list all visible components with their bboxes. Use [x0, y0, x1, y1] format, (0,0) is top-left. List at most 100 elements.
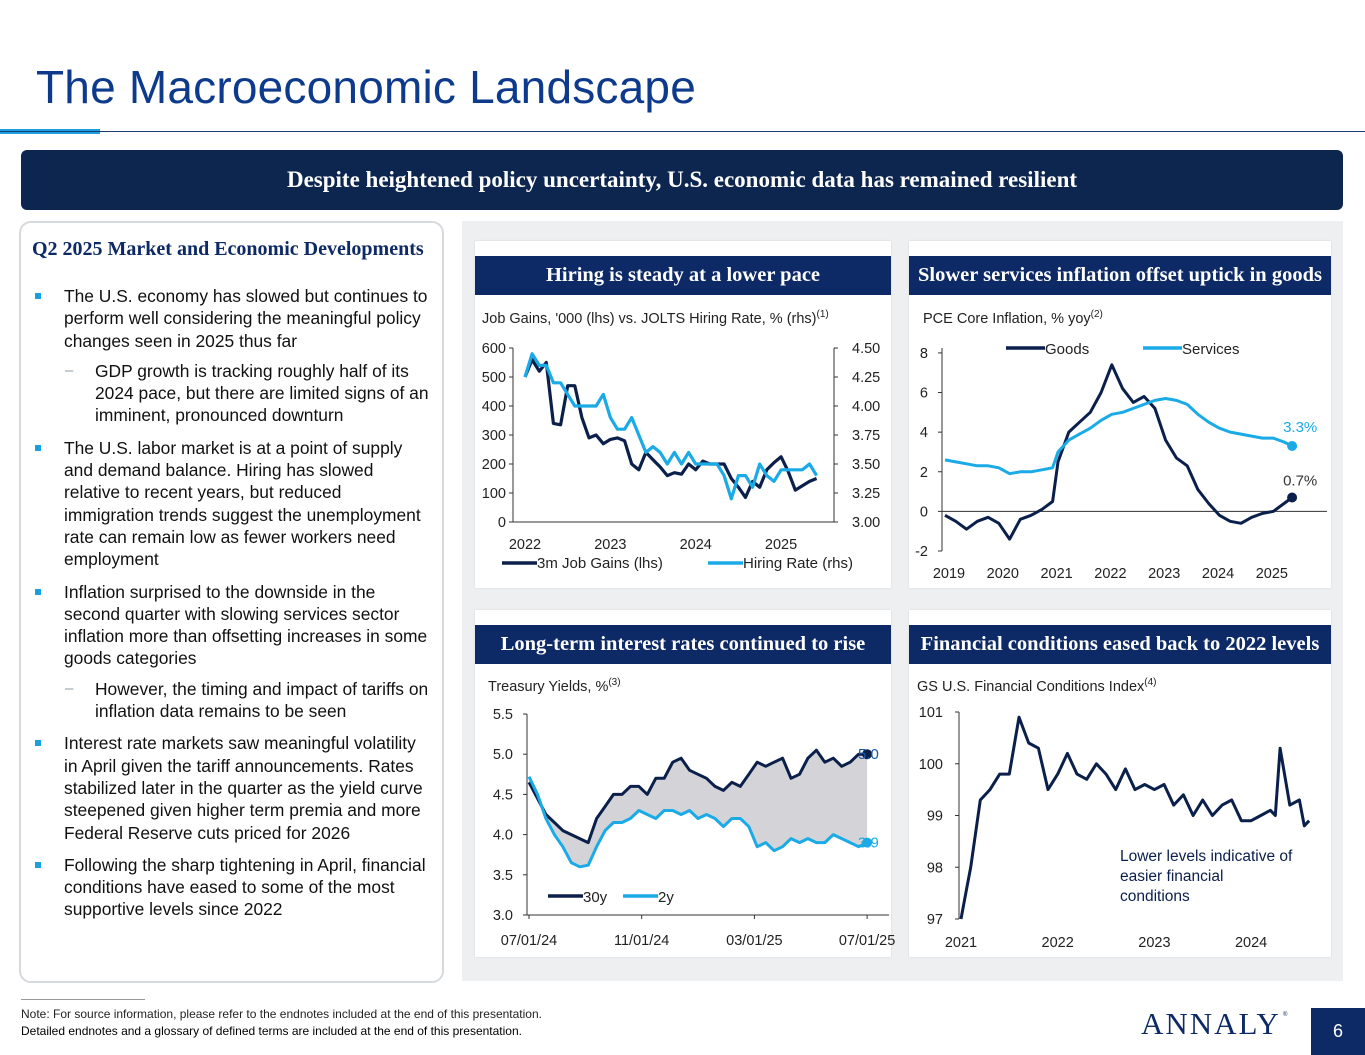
- chart-panel-fci: Financial conditions eased back to 2022 …: [909, 610, 1331, 957]
- y-tick-label: 4.5: [493, 787, 513, 803]
- chart-panel-hiring: Hiring is steady at a lower pace Job Gai…: [475, 241, 891, 588]
- legend-label-2y: 2y: [658, 889, 674, 906]
- y-tick-label-left: 500: [482, 370, 506, 386]
- chart-treasury: Treasury Yields, %(3) 5.5 5.0 4.5 4.0 3.5 3.0 0…: [488, 677, 895, 949]
- annaly-logo: ANNALY: [1141, 1006, 1281, 1041]
- x-tick-label: 2020: [987, 566, 1019, 582]
- x-tick-label: 2022: [1094, 566, 1126, 582]
- chart-title-hiring: Hiring is steady at a lower pace: [475, 256, 891, 295]
- y-tick-label-left: 100: [482, 486, 506, 502]
- chart-panel-inflation: Slower services inflation offset uptick …: [909, 241, 1331, 588]
- headline-banner: Despite heightened policy uncertainty, U…: [21, 150, 1343, 210]
- series-line-fci: [959, 715, 1311, 920]
- y-tick-label: 8: [920, 346, 928, 362]
- x-tick-label: 2023: [1148, 566, 1180, 582]
- x-tick-label: 07/01/24: [501, 933, 557, 949]
- y-tick-label-right: 3.00: [852, 515, 880, 531]
- chart-fci: GS U.S. Financial Conditions Index(4) 101…: [917, 677, 1311, 951]
- y-tick-label-right: 4.50: [852, 341, 880, 357]
- legend-label-30y: 30y: [583, 889, 608, 906]
- x-tick-label: 2024: [1202, 566, 1234, 582]
- bullet-item: Following the sharp tightening in April,…: [33, 854, 433, 921]
- end-label-2y: 3.9: [858, 835, 879, 852]
- y-tick-label: 5.5: [493, 707, 513, 723]
- series-line-30y: [527, 748, 868, 845]
- bullet-item: The U.S. economy has slowed but continue…: [33, 285, 433, 352]
- legend-label-job-gains: 3m Job Gains (lhs): [537, 555, 663, 572]
- legend-label-hiring-rate: Hiring Rate (rhs): [743, 555, 853, 572]
- chart-panel-treasury: Long-term interest rates continued to ri…: [475, 610, 895, 957]
- x-tick-label: 2024: [680, 537, 712, 553]
- x-tick-label: 07/01/25: [839, 933, 895, 949]
- y-tick-label: 0: [920, 504, 928, 520]
- bullet-item: The U.S. labor market is at a point of s…: [33, 437, 433, 571]
- footnote-source: Note: For source information, please ref…: [21, 1007, 542, 1021]
- chart-hiring: Job Gains, '000 (lhs) vs. JOLTS Hiring R…: [482, 309, 880, 572]
- y-tick-label-right: 4.25: [852, 370, 880, 386]
- y-tick-label-right: 3.50: [852, 457, 880, 473]
- y-tick-label: 6: [920, 386, 928, 402]
- x-tick-label: 03/01/25: [726, 933, 782, 949]
- end-marker-services: [1287, 441, 1298, 452]
- series-line-2y: [527, 776, 868, 869]
- end-marker-goods: [1287, 492, 1298, 503]
- page-title: The Macroeconomic Landscape: [36, 61, 696, 113]
- developments-list: The U.S. economy has slowed but continue…: [33, 285, 433, 931]
- annotation-text: conditions: [1120, 888, 1190, 905]
- y-tick-label: -2: [915, 544, 928, 560]
- developments-box: Q2 2025 Market and Economic Developments…: [19, 221, 444, 983]
- footnote-glossary: Detailed endnotes and a glossary of defi…: [21, 1024, 522, 1038]
- y-tick-label: 2: [920, 465, 928, 481]
- y-tick-label-right: 3.75: [852, 428, 880, 444]
- series-line-job-gains: [523, 358, 818, 499]
- x-tick-label: 2023: [1138, 935, 1170, 951]
- y-tick-label: 101: [919, 705, 943, 721]
- chart-fci-subtitle: GS U.S. Financial Conditions Index(4): [917, 677, 1157, 695]
- chart-treasury-subtitle: Treasury Yields, %(3): [488, 677, 621, 695]
- y-tick-label: 3.5: [493, 868, 513, 884]
- logo-registered-mark: ®: [1283, 1012, 1288, 1018]
- y-tick-label-left: 400: [482, 399, 506, 415]
- chart-inflation: PCE Core Inflation, % yoy(2) 8 6 4 2 0 -2 2019 2…: [915, 309, 1327, 582]
- end-marker-30y: [862, 749, 873, 760]
- footnote-rule: [21, 999, 145, 1000]
- x-tick-label: 2024: [1235, 935, 1267, 951]
- bullet-item: Interest rate markets saw meaningful vol…: [33, 732, 433, 843]
- x-tick-label: 11/01/24: [614, 933, 669, 949]
- chart-hiring-subtitle: Job Gains, '000 (lhs) vs. JOLTS Hiring R…: [482, 309, 829, 327]
- title-rule: [0, 131, 1365, 132]
- y-tick-label: 5.0: [493, 747, 513, 763]
- legend-label-goods: Goods: [1045, 341, 1089, 358]
- x-tick-label: 2022: [509, 537, 541, 553]
- y-tick-label: 98: [927, 860, 943, 876]
- y-tick-label: 3.0: [493, 908, 513, 924]
- chart-treasury-subtitle-text: Treasury Yields, %: [488, 679, 608, 695]
- x-tick-label: 2023: [594, 537, 626, 553]
- chart-fci-subtitle-text: GS U.S. Financial Conditions Index: [917, 679, 1145, 695]
- chart-hiring-subtitle-text: Job Gains, '000 (lhs) vs. JOLTS Hiring R…: [482, 311, 817, 327]
- page-number: 6: [1311, 1008, 1365, 1055]
- chart-treasury-subtitle-sup: (3): [608, 677, 620, 688]
- bullet-item: Inflation surprised to the downside in t…: [33, 581, 433, 670]
- annotation-text: Lower levels indicative of: [1120, 848, 1293, 865]
- sub-bullet-item: However, the timing and impact of tariff…: [33, 678, 433, 723]
- chart-fci-subtitle-sup: (4): [1144, 677, 1156, 688]
- x-tick-label: 2019: [933, 566, 965, 582]
- x-tick-label: 2025: [765, 537, 797, 553]
- x-tick-label: 2021: [945, 935, 977, 951]
- chart-title-treasury: Long-term interest rates continued to ri…: [475, 625, 891, 664]
- y-tick-label-left: 300: [482, 428, 506, 444]
- series-line-goods: [944, 363, 1293, 541]
- chart-inflation-subtitle-sup: (2): [1091, 309, 1103, 320]
- y-tick-label-right: 4.00: [852, 399, 880, 415]
- chart-hiring-subtitle-sup: (1): [817, 309, 829, 320]
- y-tick-label-left: 200: [482, 457, 506, 473]
- end-marker-2y: [862, 837, 873, 848]
- y-tick-label-right: 3.25: [852, 486, 880, 502]
- developments-heading: Q2 2025 Market and Economic Developments: [32, 238, 424, 260]
- x-tick-label: 2025: [1256, 566, 1288, 582]
- y-tick-label: 4: [920, 425, 928, 441]
- y-tick-label: 99: [927, 809, 943, 825]
- chart-title-fci: Financial conditions eased back to 2022 …: [909, 625, 1331, 664]
- sub-bullet-item: GDP growth is tracking roughly half of i…: [33, 360, 433, 427]
